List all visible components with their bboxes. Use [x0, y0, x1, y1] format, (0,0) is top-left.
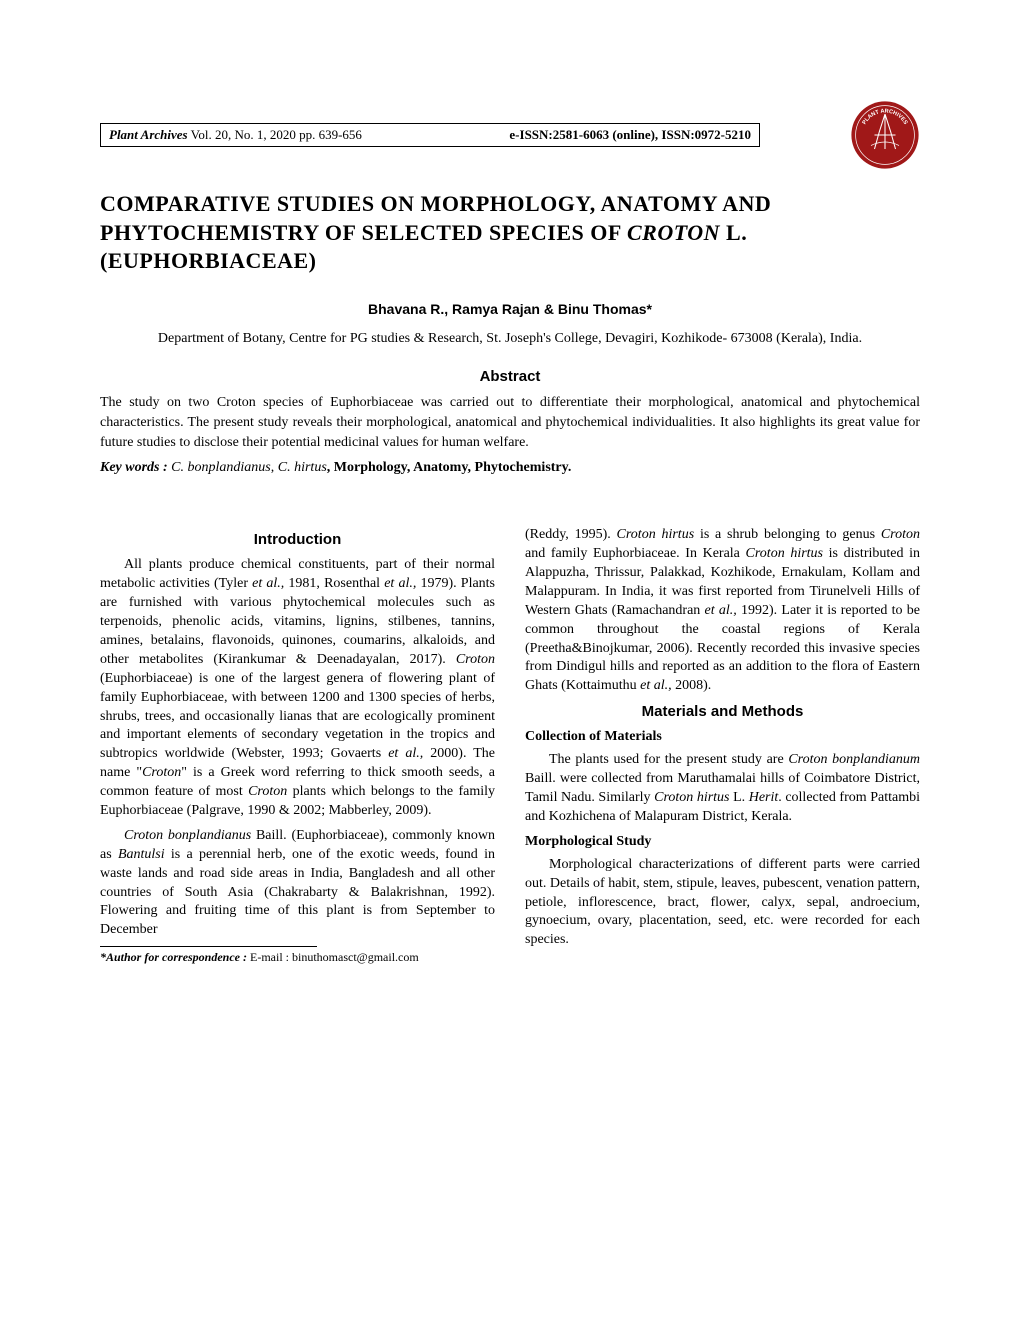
journal-vol-info: Vol. 20, No. 1, 2020 pp. 639-656	[191, 127, 362, 142]
footnote-label: *Author for correspondence :	[100, 950, 250, 964]
intro-para-2: Croton bonplandianus Baill. (Euphorbiace…	[100, 827, 495, 940]
authors: Bhavana R., Ramya Rajan & Binu Thomas*	[100, 301, 920, 317]
footnote-text: E-mail : binuthomasct@gmail.com	[250, 950, 419, 964]
abstract-heading: Abstract	[100, 368, 920, 385]
intro-heading: Introduction	[100, 530, 495, 550]
keywords: Key words : C. bonplandianus, C. hirtus,…	[100, 460, 920, 476]
logo-icon: PLANT ARCHIVES	[850, 100, 920, 170]
materials-methods-heading: Materials and Methods	[525, 702, 920, 722]
collection-subheading: Collection of Materials	[525, 728, 920, 747]
keywords-rest: , Morphology, Anatomy, Phytochemistry.	[327, 460, 572, 475]
affiliation: Department of Botany, Centre for PG stud…	[100, 329, 920, 349]
footnote-rule	[100, 946, 317, 947]
morphological-subheading: Morphological Study	[525, 833, 920, 852]
header-row: Plant Archives Vol. 20, No. 1, 2020 pp. …	[100, 100, 920, 170]
footnote: *Author for correspondence : E-mail : bi…	[100, 949, 495, 965]
paper-title: COMPARATIVE STUDIES ON MORPHOLOGY, ANATO…	[100, 190, 920, 276]
two-column-layout: Introduction All plants produce chemical…	[100, 526, 920, 965]
morphological-para: Morphological characterizations of diffe…	[525, 856, 920, 950]
journal-header-box: Plant Archives Vol. 20, No. 1, 2020 pp. …	[100, 123, 760, 147]
journal-logo: PLANT ARCHIVES	[850, 100, 920, 170]
collection-para: The plants used for the present study ar…	[525, 751, 920, 827]
issn-info: e-ISSN:2581-6063 (online), ISSN:0972-521…	[509, 127, 751, 143]
keywords-sp2: C. hirtus	[278, 460, 327, 475]
journal-name: Plant Archives	[109, 127, 188, 142]
journal-citation: Plant Archives Vol. 20, No. 1, 2020 pp. …	[109, 127, 362, 143]
left-column: Introduction All plants produce chemical…	[100, 526, 495, 965]
right-column: (Reddy, 1995). Croton hirtus is a shrub …	[525, 526, 920, 965]
right-para-1: (Reddy, 1995). Croton hirtus is a shrub …	[525, 526, 920, 696]
title-species: CROTON	[627, 220, 720, 245]
intro-para-1: All plants produce chemical constituents…	[100, 556, 495, 820]
abstract-body: The study on two Croton species of Eupho…	[100, 393, 920, 452]
keywords-sp1: C. bonplandianus	[171, 460, 271, 475]
keywords-label: Key words :	[100, 460, 171, 475]
